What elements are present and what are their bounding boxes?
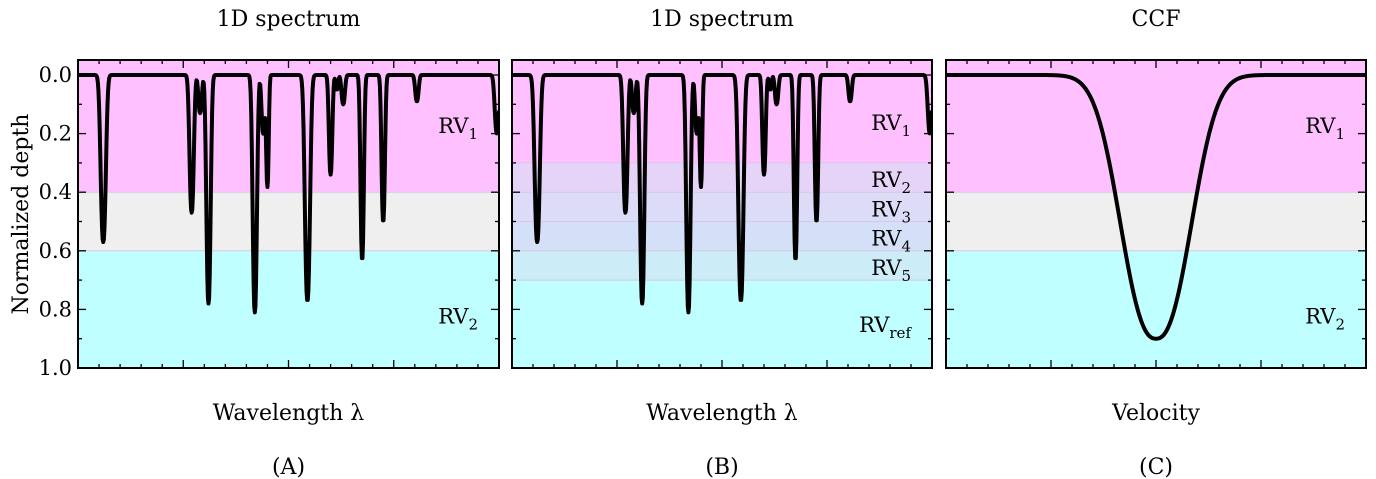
band-label: RV2 — [871, 168, 911, 197]
panel-C: RV1 RV2 CCF Velocity (C) — [945, 7, 1367, 479]
curve-A — [78, 73, 499, 315]
band-label: RVref — [859, 313, 912, 342]
band-label: RV2 — [438, 304, 478, 333]
band-C-2 — [946, 250, 1366, 368]
band-A-2 — [78, 250, 499, 368]
band-B-4 — [512, 250, 932, 281]
band-B-5 — [512, 280, 932, 368]
band-C-0 — [946, 60, 1366, 193]
x-axis-label: Velocity — [1111, 401, 1200, 426]
chart-title: CCF — [1132, 7, 1181, 32]
band-label: RV1 — [438, 114, 478, 143]
band-label: RV1 — [871, 111, 911, 140]
band-B-3 — [512, 221, 932, 251]
band-C-1 — [946, 192, 1366, 251]
curve-C — [946, 73, 1366, 341]
band-label: RV4 — [871, 227, 911, 256]
curve-B — [512, 73, 932, 315]
y-tick-label: 0.0 — [39, 63, 72, 87]
band-label: RV5 — [871, 256, 911, 285]
band-B-0 — [512, 60, 932, 163]
x-axis-label: Wavelength λ — [213, 401, 365, 426]
y-tick-label: 0.6 — [39, 239, 72, 263]
x-axis-label: Wavelength λ — [646, 401, 798, 426]
chart-title: 1D spectrum — [217, 7, 361, 32]
band-label: RV2 — [1305, 304, 1345, 333]
band-label: RV3 — [871, 197, 911, 226]
band-B-1 — [512, 162, 932, 193]
band-A-0 — [78, 60, 499, 193]
y-tick-label: 1.0 — [39, 356, 72, 380]
panel-caption: (C) — [1139, 455, 1173, 479]
y-tick-label: 0.2 — [39, 122, 72, 146]
y-tick-label: 0.4 — [39, 180, 72, 204]
y-axis-label: Normalized depth — [9, 114, 34, 315]
band-A-1 — [78, 192, 499, 251]
band-label: RV1 — [1305, 114, 1345, 143]
band-B-2 — [512, 192, 932, 222]
panel-A: 0.0 0.2 0.4 0.6 0.8 1.0 RV1 RV2 1D spectrum Wavel… — [39, 7, 500, 479]
chart-title: 1D spectrum — [650, 7, 794, 32]
panel-caption: (B) — [705, 455, 738, 479]
panel-caption: (A) — [272, 455, 305, 479]
y-tick-label: 0.8 — [39, 297, 72, 321]
